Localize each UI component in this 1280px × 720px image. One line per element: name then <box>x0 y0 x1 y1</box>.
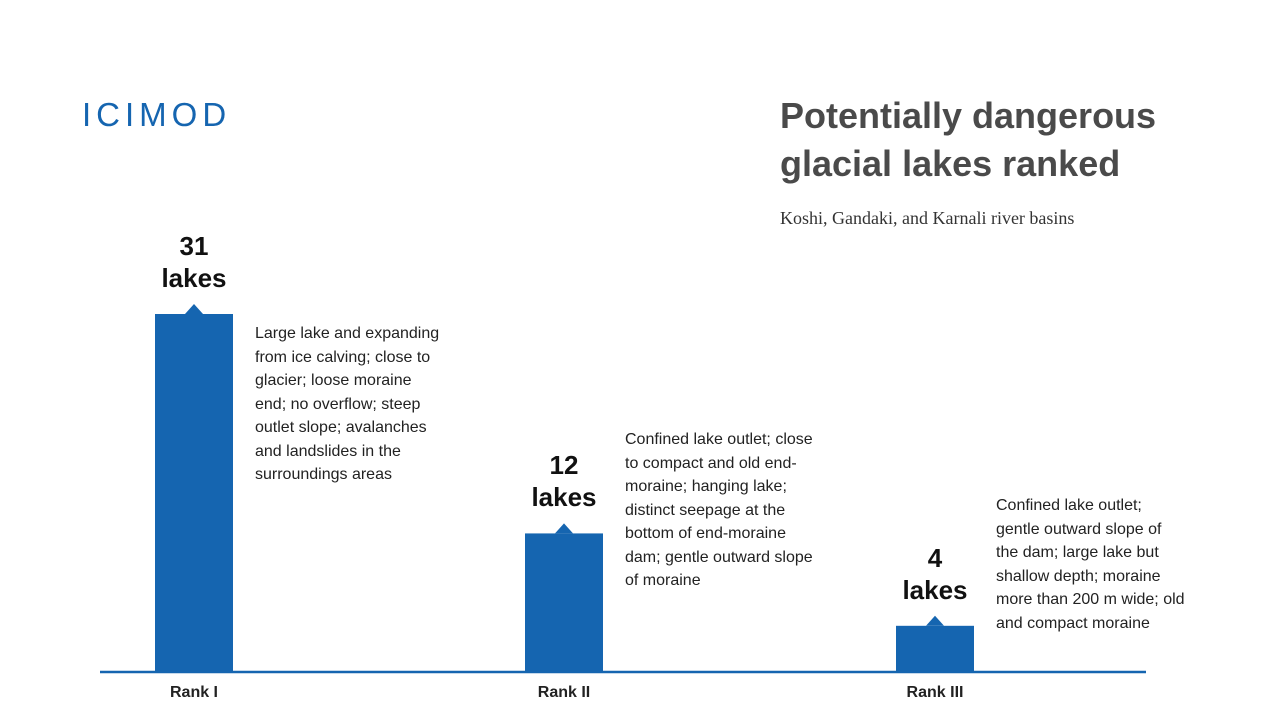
value-label: 12 lakes <box>531 450 597 513</box>
chart-subtitle: Koshi, Gandaki, and Karnali river basins <box>780 208 1075 228</box>
bar <box>155 314 233 672</box>
value-label: 31 lakes <box>161 231 227 293</box>
bar-peak <box>926 615 944 626</box>
bar <box>525 533 603 672</box>
bar-peak <box>555 523 573 534</box>
x-tick-label: Rank II <box>537 684 591 701</box>
annotation: Large lake and expanding from ice calvin… <box>255 325 440 483</box>
annotation: Confined lake outlet; close to compact a… <box>625 431 813 589</box>
annotation: Confined lake outlet; gentle outward slo… <box>996 497 1185 632</box>
bar-peak <box>185 304 203 314</box>
value-label: 4 lakes <box>902 542 968 605</box>
x-tick-label: Rank III <box>906 684 964 701</box>
x-tick-label: Rank I <box>169 684 218 701</box>
logo: ICIMOD <box>82 96 232 133</box>
bar <box>896 625 974 672</box>
chart-title: Potentially dangerous glacial lakes rank… <box>780 95 1157 184</box>
